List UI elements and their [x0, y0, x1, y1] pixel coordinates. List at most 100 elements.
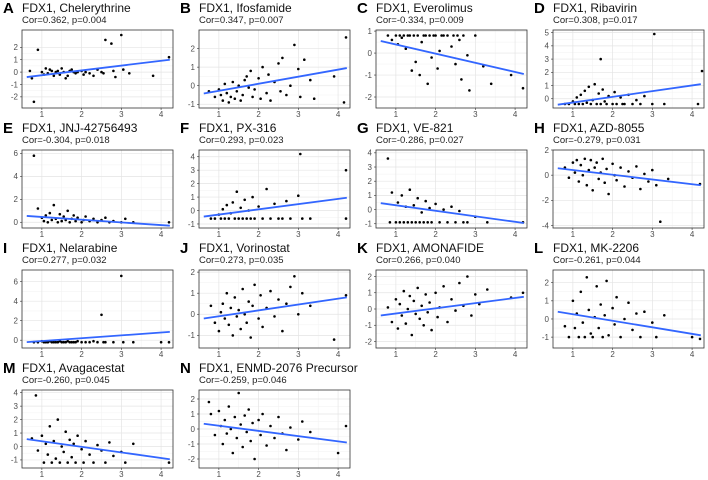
data-point [237, 308, 240, 312]
data-point [231, 451, 235, 455]
data-point [273, 202, 276, 206]
y-tick-label: 0 [14, 218, 19, 227]
y-tick-label: -2 [542, 196, 550, 205]
x-tick-label: 1 [394, 350, 399, 359]
data-point [293, 43, 296, 47]
data-point [416, 34, 419, 37]
data-point [466, 221, 469, 224]
data-point [571, 299, 575, 303]
data-point [251, 421, 254, 425]
data-point [281, 217, 284, 220]
data-point [285, 93, 288, 97]
data-point [446, 320, 449, 324]
panel-stats: Cor=0.277, p=0.032 [22, 255, 107, 266]
panel-d: D FDX1, Ribavirin Cor=0.308, p=0.017 1 2 3… [531, 0, 708, 120]
panel-k: K FDX1, AMONAFIDE Cor=0.266, p=0.040 1 2 3… [354, 240, 531, 360]
panel-letter: E [3, 120, 14, 137]
x-tick-label: 1 [40, 470, 45, 479]
data-point [44, 214, 48, 217]
data-point [611, 102, 614, 106]
x-tick-label: 2 [79, 230, 84, 239]
y-tick-label: 6 [14, 149, 19, 158]
data-point [54, 340, 58, 344]
y-tick-label: -2 [365, 337, 373, 346]
x-tick-label: 4 [159, 350, 164, 359]
data-point [273, 315, 276, 318]
data-point [398, 302, 402, 306]
x-tick-label: 3 [296, 230, 301, 239]
data-point [64, 340, 67, 344]
y-tick-label: 1 [545, 297, 550, 306]
data-point [50, 218, 54, 222]
data-point [52, 203, 56, 207]
data-point [209, 217, 213, 220]
data-point [225, 203, 229, 207]
data-point [615, 102, 618, 106]
data-point [289, 217, 292, 220]
panel-stats: Cor=-0.334, p=0.009 [376, 15, 464, 26]
data-point [50, 461, 54, 464]
data-point [436, 67, 439, 70]
data-point [567, 176, 571, 179]
data-point [219, 217, 223, 220]
data-point [60, 219, 63, 223]
data-point [80, 447, 83, 451]
data-point [698, 337, 702, 341]
data-point [450, 205, 453, 208]
scatter-plot: 1 2 3 4 -2 -1 0 1 2 [365, 269, 528, 359]
plot-background [199, 270, 350, 348]
data-point [450, 298, 453, 301]
data-point [583, 157, 587, 161]
data-point [167, 461, 171, 464]
y-tick-label: 4 [368, 149, 373, 158]
data-point [62, 215, 65, 218]
y-tick-label: 3 [368, 163, 373, 172]
data-point [213, 321, 217, 324]
data-point [615, 295, 618, 299]
data-point [428, 301, 431, 304]
data-point [74, 340, 77, 344]
data-point [601, 157, 604, 161]
data-point [301, 291, 304, 295]
scatter-plot: 1 2 3 4 0 2 4 6 [14, 269, 174, 359]
y-tick-label: 2 [368, 272, 373, 281]
panel-letter: B [180, 0, 191, 17]
x-tick-label: 2 [433, 350, 438, 359]
y-tick-label: -1 [11, 456, 19, 465]
x-tick-label: 4 [690, 110, 695, 119]
data-point [88, 453, 91, 456]
data-point [438, 221, 441, 224]
data-point [100, 313, 103, 317]
data-point [619, 96, 622, 99]
data-point [100, 70, 103, 74]
data-point [257, 77, 260, 80]
y-tick-label: 0 [14, 336, 19, 345]
data-point [68, 438, 71, 442]
data-point [408, 294, 412, 298]
data-point [619, 166, 622, 169]
data-point [593, 166, 596, 169]
data-point [60, 340, 63, 344]
data-point [309, 78, 312, 82]
data-point [257, 317, 260, 320]
data-point [249, 217, 252, 220]
data-point [225, 432, 229, 435]
y-tick-label: -1 [188, 440, 196, 449]
data-point [422, 324, 425, 327]
data-point [56, 418, 60, 421]
data-point [251, 304, 254, 308]
data-point [102, 72, 105, 75]
data-point [285, 199, 288, 203]
data-point [66, 461, 69, 464]
data-point [450, 45, 453, 48]
data-point [82, 461, 85, 464]
data-point [56, 221, 60, 224]
data-point [651, 102, 654, 106]
data-point [265, 91, 268, 95]
data-point [651, 321, 654, 324]
data-point [223, 217, 227, 220]
data-point [249, 69, 252, 73]
data-point [96, 340, 99, 344]
plot-border [375, 269, 528, 349]
data-point [237, 391, 240, 395]
